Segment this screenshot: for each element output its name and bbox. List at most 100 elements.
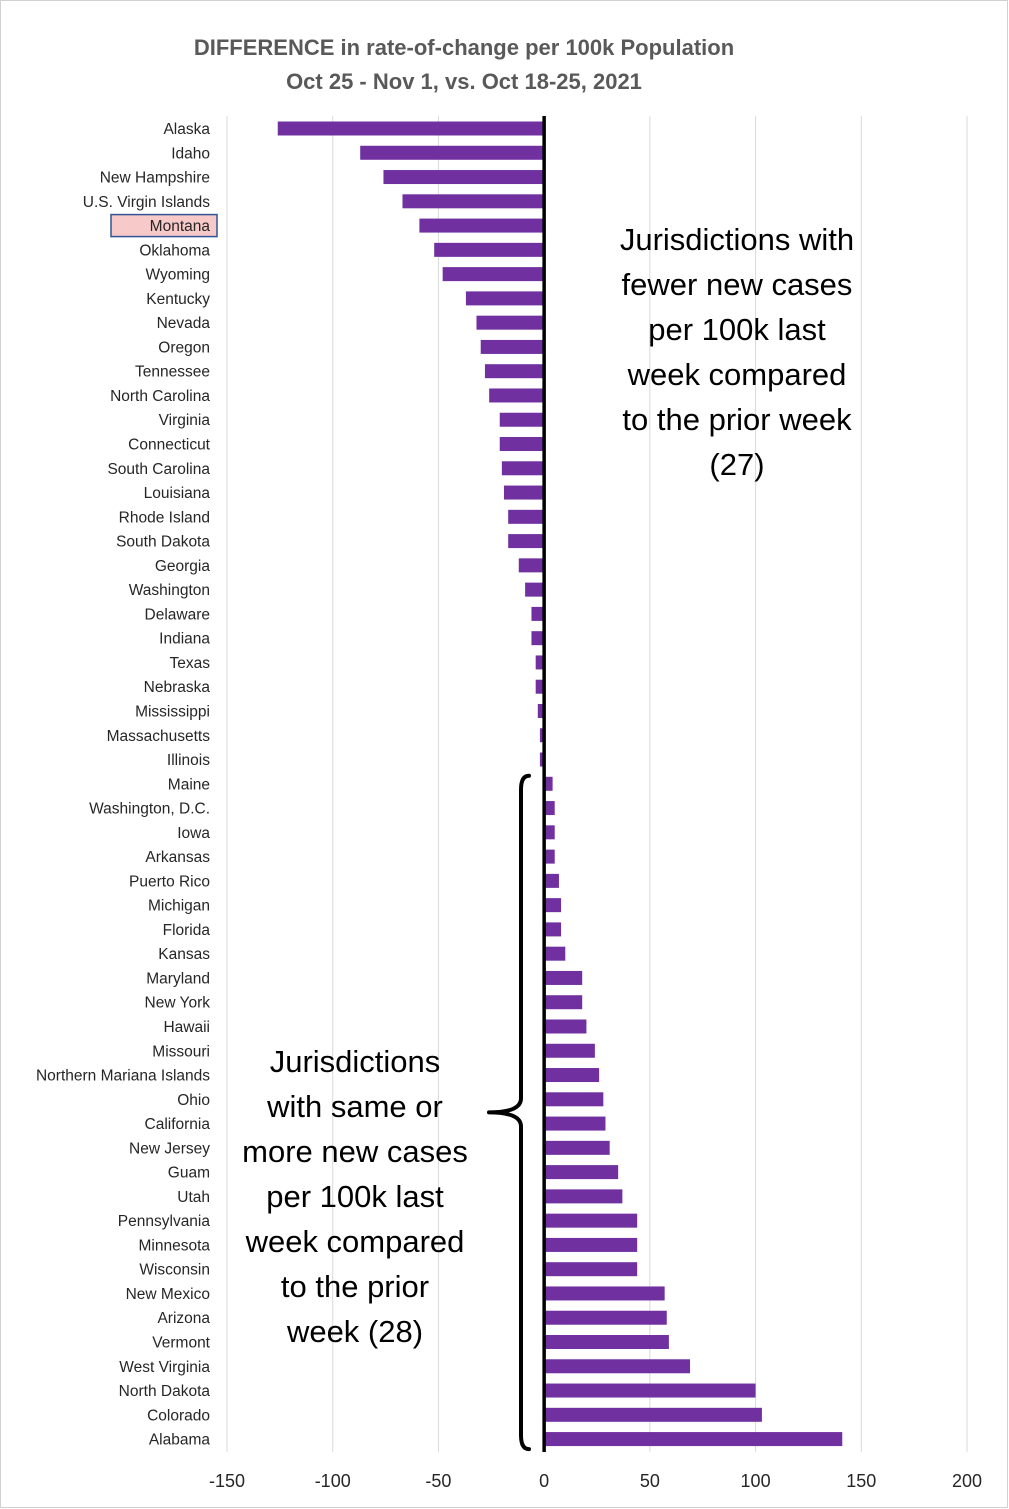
- x-tick-label: 50: [640, 1471, 660, 1491]
- category-label: Missouri: [152, 1043, 210, 1060]
- x-tick-label: -100: [315, 1471, 351, 1491]
- bar: [518, 558, 545, 573]
- category-label: Michigan: [148, 898, 210, 915]
- category-label: Florida: [163, 922, 211, 939]
- bar: [531, 606, 545, 621]
- category-label: Connecticut: [128, 437, 211, 454]
- bar: [544, 1068, 600, 1083]
- bar: [537, 703, 545, 718]
- chart-title: DIFFERENCE in rate-of-change per 100k Po…: [194, 35, 734, 60]
- category-labels: Alaska Idaho New Hampshire U.S. Virgin Isla…: [36, 121, 218, 1449]
- x-tick-label: 100: [741, 1471, 771, 1491]
- bar: [531, 631, 545, 646]
- category-label: Wisconsin: [139, 1262, 210, 1279]
- category-label: New Jersey: [129, 1140, 210, 1157]
- annotation-line: to the prior week: [622, 402, 852, 437]
- category-label: Iowa: [177, 825, 210, 842]
- category-label: Northern Mariana Islands: [36, 1068, 210, 1085]
- category-label: Rhode Island: [119, 509, 210, 526]
- bar: [402, 194, 545, 209]
- bar: [544, 898, 562, 913]
- bar: [544, 1335, 669, 1349]
- bar: [544, 1019, 587, 1034]
- bar: [489, 388, 545, 403]
- category-label: Hawaii: [163, 1019, 210, 1036]
- bar: [544, 1116, 606, 1131]
- category-label: Oklahoma: [139, 242, 210, 259]
- annotation-line: week compared: [245, 1224, 465, 1259]
- category-label: Washington, D.C.: [89, 801, 210, 818]
- annotation-line: week (28): [286, 1314, 423, 1349]
- bar: [544, 1237, 638, 1252]
- annotation-line: (27): [709, 447, 764, 482]
- bar: [544, 1213, 638, 1228]
- bar: [277, 121, 545, 136]
- category-label: New York: [145, 995, 211, 1012]
- bar: [508, 509, 545, 524]
- bar: [499, 437, 545, 452]
- bracket-more-cases: [487, 773, 531, 1452]
- category-label: Montana: [150, 218, 211, 235]
- bar: [383, 170, 545, 185]
- x-tick-label: 0: [539, 1471, 549, 1491]
- bar: [480, 339, 545, 354]
- category-label: Oregon: [158, 339, 210, 356]
- annotation-line: per 100k last: [648, 312, 826, 347]
- bar: [544, 922, 562, 937]
- bar: [544, 1165, 619, 1180]
- category-label: Kansas: [158, 946, 210, 963]
- category-label: Nebraska: [144, 679, 211, 696]
- bar: [535, 679, 545, 694]
- bar: [544, 825, 555, 840]
- bar: [544, 776, 553, 791]
- annotation-line: week compared: [627, 357, 847, 392]
- category-label: Guam: [168, 1165, 210, 1182]
- bar: [544, 1359, 691, 1374]
- category-label: New Hampshire: [100, 170, 210, 187]
- category-label: Mississippi: [135, 703, 210, 720]
- bar: [465, 291, 545, 306]
- bar: [544, 970, 583, 985]
- category-label: Colorado: [147, 1407, 210, 1424]
- x-tick-label: 200: [952, 1471, 982, 1491]
- bar: [544, 1262, 638, 1277]
- category-label: Arizona: [157, 1310, 210, 1327]
- bar: [544, 1043, 595, 1058]
- bar: [544, 995, 583, 1010]
- bar: [544, 1383, 756, 1398]
- category-label: Kentucky: [146, 291, 210, 308]
- chart-subtitle: Oct 25 - Nov 1, vs. Oct 18-25, 2021: [286, 69, 642, 94]
- bar: [544, 849, 555, 864]
- category-label: Minnesota: [138, 1237, 210, 1254]
- x-tick-label: 150: [846, 1471, 876, 1491]
- bar: [501, 461, 545, 476]
- category-label: Louisiana: [144, 485, 211, 502]
- category-label: Puerto Rico: [129, 873, 210, 890]
- category-label: Utah: [177, 1189, 210, 1206]
- category-label: Georgia: [155, 558, 211, 575]
- category-label: Virginia: [159, 412, 211, 429]
- bar: [544, 1189, 623, 1204]
- bar: [544, 1432, 843, 1447]
- bar: [484, 364, 545, 379]
- category-label: Delaware: [145, 606, 210, 623]
- bar: [544, 1407, 762, 1422]
- bar: [539, 752, 545, 767]
- bar: [434, 242, 545, 257]
- category-label: Ohio: [177, 1092, 210, 1109]
- bar: [442, 267, 545, 282]
- category-label: Arkansas: [145, 849, 210, 866]
- category-label: Idaho: [171, 145, 210, 162]
- category-label: New Mexico: [126, 1286, 210, 1303]
- x-tick-label: -50: [425, 1471, 451, 1491]
- x-tick-label: -150: [209, 1471, 245, 1491]
- annotation-line: Jurisdictions with: [620, 222, 854, 257]
- annotation-line: per 100k last: [266, 1179, 444, 1214]
- category-label: Alabama: [149, 1432, 211, 1449]
- x-axis-ticks: -150 -100 -50 0 50 100 150 200: [209, 1471, 982, 1491]
- category-label: California: [145, 1116, 211, 1133]
- bar: [544, 1310, 667, 1325]
- category-label: Pennsylvania: [118, 1213, 211, 1230]
- annotation-more-cases: Jurisdictions with same or more new cases p…: [242, 1044, 468, 1349]
- bar: [544, 801, 555, 816]
